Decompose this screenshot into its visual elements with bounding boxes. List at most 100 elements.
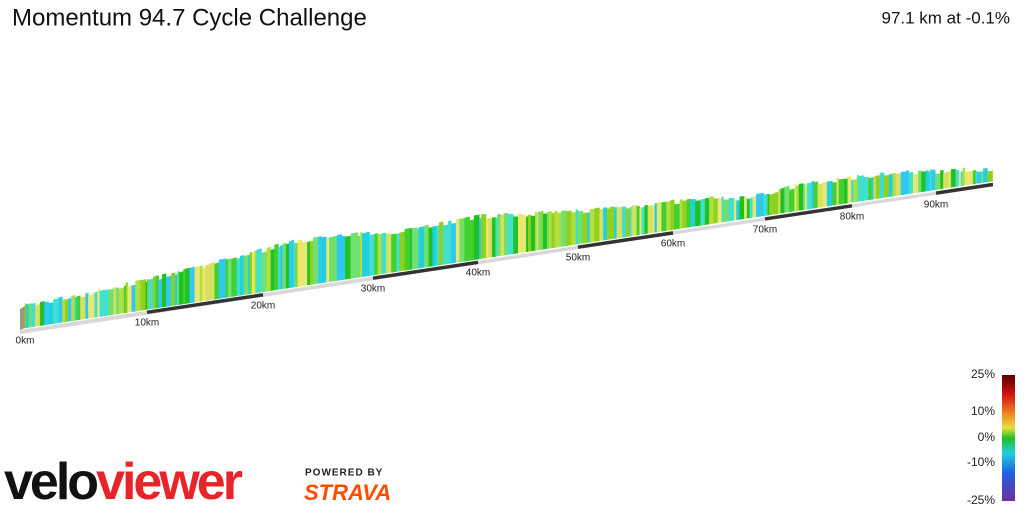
strava-logo: STRAVA (304, 480, 391, 505)
profile-segment (546, 211, 550, 249)
profile-segment (917, 170, 922, 193)
profile-segment (599, 209, 604, 241)
profile-segment (495, 217, 498, 257)
profile-segment (636, 205, 640, 236)
km-segment (577, 231, 674, 249)
profile-segment (99, 289, 106, 317)
profile-segment (983, 168, 988, 183)
legend-tick: 0% (978, 430, 996, 444)
profile-segment (88, 294, 93, 319)
profile-segment (448, 220, 452, 264)
profile-segment (526, 216, 529, 253)
profile-segment (832, 181, 837, 206)
profile-segment (817, 183, 823, 208)
profile-segment (895, 173, 902, 196)
profile-segment (647, 205, 653, 234)
profile-segment (261, 251, 268, 293)
profile-segment (24, 303, 27, 329)
profile-segment (538, 211, 542, 251)
profile-segment (806, 182, 812, 210)
profile-segment (744, 197, 748, 219)
profile-segment (248, 254, 251, 295)
profile-segment (769, 193, 775, 216)
profile-segment (479, 217, 482, 260)
powered-by: POWERED BY (305, 468, 383, 479)
legend-tick: 10% (971, 404, 995, 418)
profile-segment (964, 171, 969, 186)
profile-segment (113, 287, 117, 315)
profile-segment (74, 296, 78, 321)
profile-segment (155, 275, 159, 309)
profile-segment (451, 222, 457, 264)
profile-segment (654, 203, 658, 233)
profile-segment (148, 278, 154, 310)
km-segment (935, 182, 994, 195)
profile-segment (469, 219, 475, 261)
profile-segment (44, 301, 49, 326)
profile-segment (977, 171, 982, 184)
profile-segment (670, 199, 675, 231)
profile-segment (362, 232, 367, 278)
profile-segment (26, 303, 30, 329)
km-label: 80km (840, 212, 864, 223)
profile-segment (929, 169, 932, 191)
profile-segment (28, 303, 32, 328)
profile-segment (391, 233, 397, 273)
profile-segment (908, 172, 914, 195)
profile-segment (752, 195, 757, 218)
gradient-scale (1002, 375, 1015, 501)
profile-segment (981, 171, 984, 183)
profile-segment (838, 178, 845, 205)
profile-segment (256, 248, 262, 294)
profile-segment (784, 185, 790, 213)
profile-segment (739, 196, 745, 220)
profile-segment (91, 293, 95, 319)
profile-segment (713, 198, 719, 224)
profile-segment (332, 235, 338, 282)
profile-segment (183, 268, 186, 305)
profile-segment (554, 210, 558, 248)
profile-segment (900, 171, 907, 196)
profile-segment (690, 198, 696, 228)
profile-segment (912, 173, 919, 194)
profile-segment (796, 185, 800, 212)
profile-segment (214, 262, 220, 300)
profile-segment (76, 295, 81, 321)
profile-segment (875, 175, 881, 200)
profile-segment (609, 206, 615, 240)
profile-segment (199, 265, 203, 302)
profile-segment (97, 289, 101, 318)
profile-segment (686, 198, 691, 228)
profile-segment (369, 234, 375, 276)
profile-segment (582, 212, 588, 244)
profile-segment (48, 302, 54, 325)
profile-segment (357, 235, 361, 278)
profile-segment (189, 266, 195, 304)
profile-segment (888, 173, 894, 197)
profile-segment (813, 181, 818, 209)
profile-segment (794, 183, 797, 212)
profile-segment (436, 225, 440, 266)
profile-segment (127, 285, 132, 313)
profile-segment (587, 212, 591, 243)
profile-segment (518, 213, 523, 254)
profile-segment (307, 241, 311, 286)
profile-segment (31, 302, 36, 328)
profile-segment (221, 258, 227, 299)
profile-segment (115, 287, 120, 315)
profile-segment (297, 239, 303, 287)
profile-segment (856, 174, 859, 202)
profile-segment (853, 178, 858, 203)
profile-segment (749, 197, 753, 219)
km-label: 50km (566, 253, 590, 264)
profile-segment (789, 188, 795, 213)
profile-segment (551, 213, 555, 249)
title: Momentum 94.7 Cycle Challenge (12, 4, 367, 31)
profile-segment (603, 207, 608, 241)
profile-segment (464, 216, 470, 262)
profile-segment (274, 243, 279, 291)
logo: veloviewer (4, 453, 243, 511)
profile-segment (145, 281, 148, 310)
profile-segment (329, 236, 334, 283)
profile-segment (858, 175, 864, 202)
